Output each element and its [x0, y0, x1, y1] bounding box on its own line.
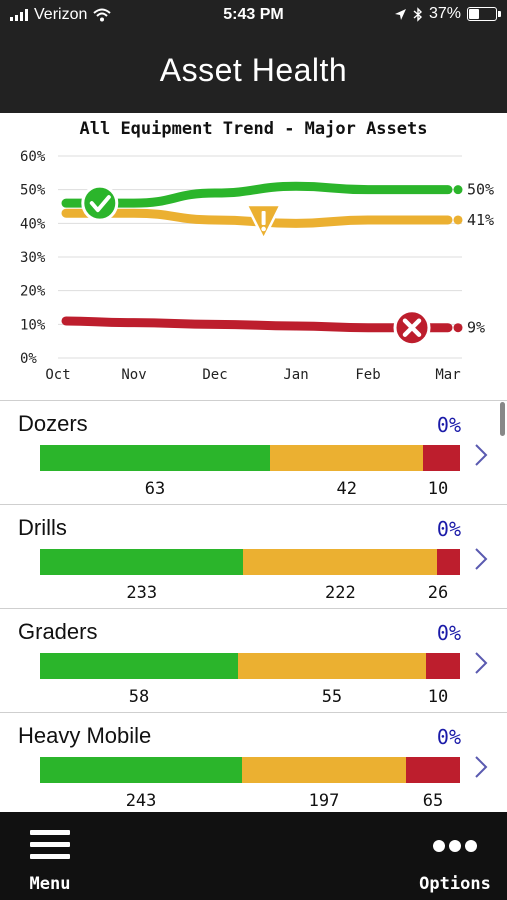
- status-bar: Verizon 5:43 PM 37%: [0, 0, 507, 32]
- chevron-right-icon[interactable]: [473, 755, 489, 779]
- health-bar: [40, 549, 460, 575]
- equipment-percent: 0%: [436, 517, 461, 541]
- count-label: 63: [144, 479, 166, 499]
- equipment-row-graders[interactable]: Graders 0% 58 55 10: [0, 609, 507, 713]
- series-line: [61, 181, 453, 208]
- count-label: 233: [126, 583, 158, 603]
- y-tick-label: 50%: [20, 183, 46, 199]
- good-segment: [40, 653, 239, 679]
- x-tick-label: Oct: [45, 367, 70, 383]
- trend-chart: 0% 10% 20% 30% 40% 50% 60% Oct Nov Dec Jan Feb Mar 50…: [0, 113, 507, 396]
- status-left: Verizon: [10, 6, 112, 24]
- chevron-right-icon[interactable]: [473, 651, 489, 675]
- y-tick-label: 30%: [20, 250, 46, 266]
- options-button[interactable]: Options: [415, 822, 495, 898]
- good-segment: [40, 549, 244, 575]
- warning-bar: [261, 210, 266, 225]
- hamburger-icon: [30, 830, 70, 859]
- series-end-point: [453, 185, 463, 195]
- y-tick-label: 20%: [20, 284, 46, 300]
- x-tick-label: Jan: [283, 367, 308, 383]
- bluetooth-icon: [413, 6, 422, 22]
- count-label: 197: [308, 791, 340, 811]
- scrollbar[interactable]: [500, 402, 505, 436]
- chevron-right-icon[interactable]: [473, 443, 489, 467]
- bottom-bar: Menu Options: [0, 812, 507, 900]
- series-end-label: 50%: [467, 181, 494, 199]
- bad-segment: [425, 653, 460, 679]
- x-tick-label: Nov: [121, 367, 146, 383]
- warning-dot: [261, 226, 266, 232]
- health-bar: [40, 445, 460, 471]
- equipment-list: Dozers 0% 63 42 10 Drills 0% 233 222 26 Graders 0% 5…: [0, 400, 507, 812]
- equipment-name: Dozers: [18, 411, 88, 436]
- check-icon: [81, 184, 119, 222]
- health-bar: [40, 757, 460, 783]
- health-bar: [40, 653, 460, 679]
- y-tick-label: 60%: [20, 149, 46, 165]
- warn-segment: [270, 445, 424, 471]
- equipment-percent: 0%: [436, 621, 461, 645]
- status-time: 5:43 PM: [223, 6, 284, 23]
- carrier-label: Verizon: [34, 6, 88, 23]
- count-label: 55: [321, 687, 343, 707]
- status-right: 37%: [394, 5, 501, 23]
- count-label: 243: [125, 791, 157, 811]
- bad-segment: [437, 549, 460, 575]
- top-bar: Verizon 5:43 PM 37% Asset Health: [0, 0, 507, 113]
- location-arrow-icon: [394, 8, 406, 20]
- battery-icon: [467, 7, 501, 21]
- count-label: 10: [427, 479, 449, 499]
- series-end-label: 9%: [467, 319, 485, 337]
- menu-label: Menu: [29, 874, 71, 894]
- count-label: 42: [336, 479, 358, 499]
- series-line: [61, 316, 453, 333]
- y-tick-label: 10%: [20, 317, 46, 333]
- battery-percent: 37%: [428, 5, 461, 22]
- menu-button[interactable]: Menu: [20, 822, 80, 898]
- good-segment: [40, 757, 243, 783]
- series-end-point: [453, 215, 463, 225]
- count-label: 58: [128, 687, 150, 707]
- warn-segment: [243, 549, 438, 575]
- bad-segment: [423, 445, 460, 471]
- x-tick-label: Mar: [435, 367, 460, 383]
- good-segment: [40, 445, 271, 471]
- count-label: 222: [325, 583, 356, 603]
- options-label: Options: [419, 874, 491, 894]
- count-label: 65: [422, 791, 444, 811]
- equipment-name: Graders: [18, 619, 98, 644]
- equipment-row-heavy-mobile[interactable]: Heavy Mobile 0% 243 197 65: [0, 713, 507, 812]
- y-tick-label: 0%: [20, 351, 37, 367]
- equipment-percent: 0%: [436, 725, 461, 749]
- warn-segment: [242, 757, 406, 783]
- trend-chart-svg: 0% 10% 20% 30% 40% 50% 60% Oct Nov Dec Jan Feb Mar 50…: [20, 149, 494, 383]
- equipment-name: Drills: [18, 515, 67, 540]
- y-tick-label: 40%: [20, 216, 46, 232]
- warn-segment: [238, 653, 426, 679]
- wifi-icon: [93, 8, 112, 22]
- series-end-label: 41%: [467, 211, 494, 229]
- page-title: Asset Health: [159, 52, 348, 88]
- bad-segment: [405, 757, 460, 783]
- more-dots-icon: [415, 840, 495, 852]
- equipment-percent: 0%: [436, 413, 461, 437]
- count-label: 26: [427, 583, 449, 603]
- count-label: 10: [427, 687, 449, 707]
- series-end-point: [453, 323, 463, 333]
- signal-icon: [10, 9, 28, 21]
- x-tick-label: Dec: [202, 367, 227, 383]
- x-tick-label: Feb: [355, 367, 380, 383]
- equipment-row-drills[interactable]: Drills 0% 233 222 26: [0, 505, 507, 609]
- chart-title: All Equipment Trend - Major Assets: [79, 119, 428, 139]
- equipment-row-dozers[interactable]: Dozers 0% 63 42 10: [0, 401, 507, 505]
- check-mark: [89, 195, 111, 213]
- equipment-name: Heavy Mobile: [18, 723, 152, 748]
- series-line: [61, 208, 453, 228]
- battery-fill: [469, 9, 479, 19]
- x-mark: [402, 318, 422, 337]
- chevron-right-icon[interactable]: [473, 547, 489, 571]
